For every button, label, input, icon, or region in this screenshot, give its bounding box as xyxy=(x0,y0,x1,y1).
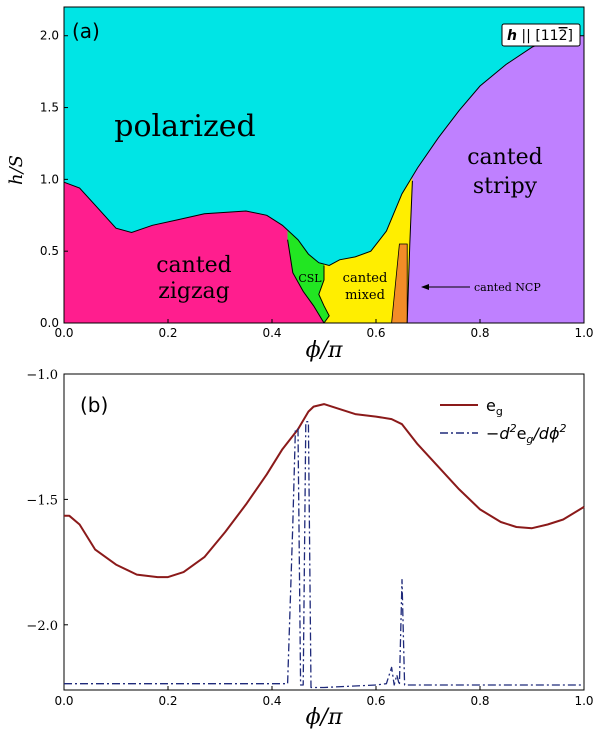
panel-b-x-axis-label: ϕ/π xyxy=(306,705,343,730)
field-direction-label: h || [112] xyxy=(507,28,573,44)
phase-label-canted-stripy-1: canted xyxy=(467,145,543,170)
phase-boundaries xyxy=(63,35,584,324)
panel-a-label: (a) xyxy=(72,19,100,43)
panel-a-frame xyxy=(63,6,585,324)
field-direction-bar-digit: 2 xyxy=(559,28,568,44)
y-tick-label: 1.0 xyxy=(40,172,59,186)
y-tick-label: 0.5 xyxy=(40,244,59,258)
legend-eg-subscript: g xyxy=(496,405,503,418)
phase-label-canted-zigzag-1: canted xyxy=(156,253,232,278)
legend-deriv-sup1: 2 xyxy=(510,422,517,435)
x-tick-label: 0.4 xyxy=(262,694,281,708)
region-canted-mixed xyxy=(318,176,413,323)
y-tick-label: 0.0 xyxy=(40,316,59,330)
field-parallel-symbol: || xyxy=(517,28,535,44)
legend-label-second-derivative: −d2eg/dϕ2 xyxy=(486,422,567,446)
panel-a-x-axis-label: ϕ/π xyxy=(306,338,343,363)
panel-b-frame xyxy=(63,373,585,691)
x-tick-label: 0.8 xyxy=(470,694,489,708)
phase-label-canted-ncp: canted NCP xyxy=(474,281,541,294)
boundary-csl-mixed xyxy=(318,265,330,324)
panel-a-y-axis-label: h/S xyxy=(6,155,27,185)
field-direction-end: ] xyxy=(568,28,573,44)
legend-eg-main: e xyxy=(486,396,496,415)
boundary-zigzag-csl xyxy=(287,239,325,324)
legend-label-eg: eg xyxy=(486,396,503,418)
series-line-eg xyxy=(64,403,585,579)
phase-label-canted-mixed-2: mixed xyxy=(345,288,385,303)
x-tick-label: 0.2 xyxy=(158,326,177,340)
legend-deriv-sup2: 2 xyxy=(560,422,567,435)
panel-b-energy-plot: 0.0 0.2 0.4 0.6 0.8 1.0−1.0−1.5−2.0 (b) eg −d… xyxy=(26,368,593,730)
series-line-second-derivative xyxy=(64,421,584,689)
y-tick-label: −1.5 xyxy=(26,493,58,508)
boundary-stripy xyxy=(406,180,413,324)
phase-labels: polarized canted zigzag CSL canted mixed… xyxy=(114,109,543,304)
region-canted-zigzag xyxy=(64,182,324,323)
phase-label-canted-zigzag-2: zigzag xyxy=(158,279,230,304)
panel-a-ticks: 0.0 0.2 0.4 0.6 0.8 1.0 0.0 0.5 1.0 1.5 2.0 xyxy=(40,29,594,340)
field-h-symbol: h xyxy=(507,28,517,44)
x-tick-label: 0.0 xyxy=(54,694,73,708)
field-direction-legend: h || [112] xyxy=(501,23,581,47)
panel-b-series xyxy=(64,403,585,689)
legend-deriv-pre: −d xyxy=(486,424,510,443)
y-tick-label: −1.0 xyxy=(26,368,58,383)
field-direction-box xyxy=(501,23,581,47)
y-tick-label: 2.0 xyxy=(40,29,59,43)
x-tick-label: 1.0 xyxy=(574,326,593,340)
legend-deriv-post: /dϕ xyxy=(531,424,560,443)
x-tick-label: 0.6 xyxy=(366,326,385,340)
region-csl xyxy=(287,230,330,323)
boundary-upper xyxy=(63,35,584,267)
panel-b-ticks: 0.0 0.2 0.4 0.6 0.8 1.0 −1.0 −1.5 −2.0 xyxy=(26,368,593,708)
region-canted-stripy xyxy=(407,35,584,323)
field-direction-start: [11 xyxy=(535,28,558,44)
legend-deriv-sub: g xyxy=(526,433,533,446)
x-tick-label: 1.0 xyxy=(574,694,593,708)
x-tick-label: 0.2 xyxy=(158,694,177,708)
panel-b-label: (b) xyxy=(80,393,108,417)
panel-b-legend: eg −d2eg/dϕ2 xyxy=(440,396,567,446)
phase-label-polarized: polarized xyxy=(114,109,255,144)
legend-deriv-mid: e xyxy=(517,424,527,443)
panel-a-phase-diagram: 0.0 0.2 0.4 0.6 0.8 1.0 0.0 0.5 1.0 1.5 2.0 (a) h … xyxy=(6,6,594,363)
y-tick-label: 1.5 xyxy=(40,101,59,115)
y-tick-label: −2.0 xyxy=(26,619,58,634)
x-tick-label: 0.0 xyxy=(54,326,73,340)
phase-label-canted-stripy-2: stripy xyxy=(473,174,538,199)
x-tick-label: 0.8 xyxy=(470,326,489,340)
x-tick-label: 0.4 xyxy=(262,326,281,340)
phase-label-canted-mixed-1: canted xyxy=(343,271,388,286)
x-tick-label: 0.6 xyxy=(366,694,385,708)
phase-label-csl: CSL xyxy=(298,272,322,285)
